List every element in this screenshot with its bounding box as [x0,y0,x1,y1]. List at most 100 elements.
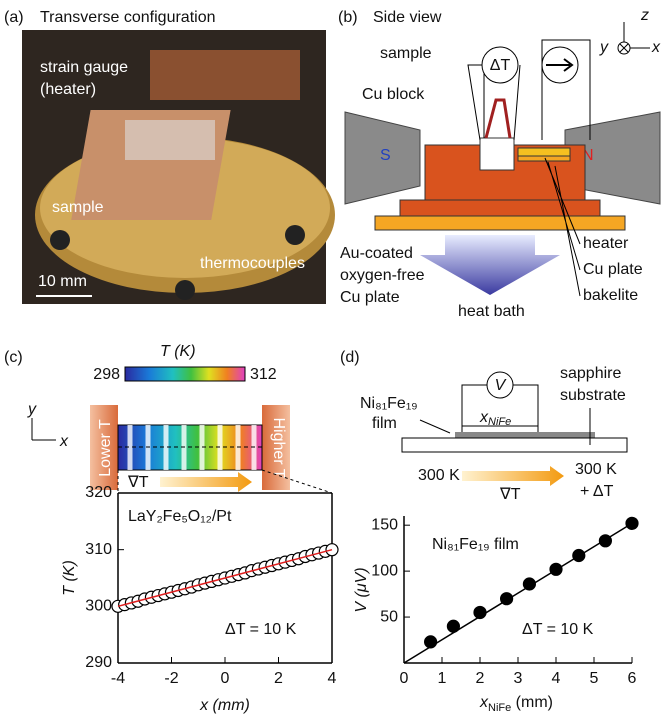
colorbar [124,366,246,382]
annotation: xNiFe [479,409,511,428]
wire [461,384,539,432]
panel-d: (d) V Ni₈₁Fe₁₉ film xNiFe sapphire subst… [340,349,628,503]
x-tick-label: 3 [514,670,523,687]
photo-sample [125,120,215,160]
x-axis-label: x (mm) [199,697,250,714]
zoom-line [117,469,333,494]
annotation: thermocouples [200,255,305,272]
thermocouple [484,98,512,139]
colorbar-label: 298 [93,366,120,383]
panel-label: (a) [4,9,24,26]
panel-c: (c) T (K) 298 312 y x Lower T Higher T ∇… [4,343,333,494]
y-axis-label: V (μV) [353,567,370,612]
cu-plate [374,215,626,231]
wire [541,39,591,140]
y-tick-label: 100 [371,562,398,579]
data-point [625,516,639,530]
axis-icon [619,22,650,53]
axis-icon [31,418,56,441]
x-axis-label: xNiFe (mm) [479,694,553,714]
annotation: Ni₈₁Fe₁₉ [360,395,418,412]
data-point [424,635,438,649]
voltmeter [486,371,514,399]
fit-line [403,522,633,664]
y-tick-label: 50 [380,608,398,625]
y-tick-label: 320 [85,484,112,501]
x-axis-label: x [479,694,489,711]
wire [482,64,485,138]
panel-label: (c) [4,349,23,366]
annotation: substrate [560,387,626,404]
leader [544,157,581,297]
panel-a: (a) Transverse configuration strain gaug… [4,9,335,304]
photo-screw [50,230,70,250]
x-tick-label: 6 [628,670,637,687]
panel-title: Side view [373,9,442,26]
annotation: ΔT [490,57,511,74]
photo-connector [150,50,300,100]
x-tick-label: 4 [552,670,561,687]
data-point [572,548,586,563]
panel-label: (b) [338,9,358,26]
meter [481,46,519,84]
heat-arrow [420,235,560,295]
x-tick-label: 5 [590,670,599,687]
annotation: N [582,147,594,164]
annotation: sample [52,199,104,216]
annotation: Ni₈₁Fe₁₉ film [432,536,519,553]
annotation: Higher T [270,417,287,478]
annotation: y [27,401,37,418]
x-tick-label: -4 [111,670,125,687]
y-tick-label: 150 [371,516,398,533]
film [455,432,595,438]
meter-arrow [546,58,574,72]
annotation-sub: NiFe [488,416,511,428]
cu-block-base [399,199,601,217]
y-tick-label: 290 [85,654,112,671]
reservoir [262,405,290,490]
data-point [598,534,613,548]
annotation: Cu plate [583,261,643,278]
annotation: Au-coated [340,245,413,262]
annotation: bakelite [583,287,638,304]
annotation: 300 K [418,467,460,484]
data-point [522,577,537,591]
magnet [344,111,421,205]
annotation: sample [380,45,432,62]
fit-line [117,548,333,608]
annotation: S [380,147,391,164]
annotation: 10 mm [38,273,87,290]
x-tick-label: 4 [328,670,337,687]
x-tick-label: 0 [221,670,230,687]
annotation: Cu plate [340,289,400,306]
annotation: ∇T [127,474,149,491]
x-tick-label: 2 [274,670,283,687]
annotation: Cu block [362,86,425,103]
annotation: x [59,433,69,450]
x-axis-label-sub: NiFe [488,702,511,714]
gradient-arrow [462,466,564,486]
annotation: ΔT = 10 K [522,621,594,638]
panel-title: Transverse configuration [40,9,216,26]
x-tick-label: -2 [164,670,178,687]
annotation: x [651,39,661,56]
annotation: LaY₂Fe₅O₁₂/Pt [128,508,232,525]
data-point [473,605,487,620]
data-point [446,619,460,633]
x-tick-label: 0 [400,670,409,687]
y-axis-label: T (K) [61,560,78,596]
y-tick-label: 300 [85,598,112,615]
annotation: y [599,39,609,56]
annotation: ∇T [499,486,521,503]
annotation: V [495,377,507,394]
annotation: heater [583,235,629,252]
x-tick-label: 1 [438,670,447,687]
data-point [549,562,563,576]
annotation: oxygen-free [340,267,425,284]
cu-plate-small [517,155,571,162]
annotation: film [372,415,397,432]
sample [479,137,515,171]
leader [419,408,591,445]
y-tick-label: 310 [85,541,112,558]
